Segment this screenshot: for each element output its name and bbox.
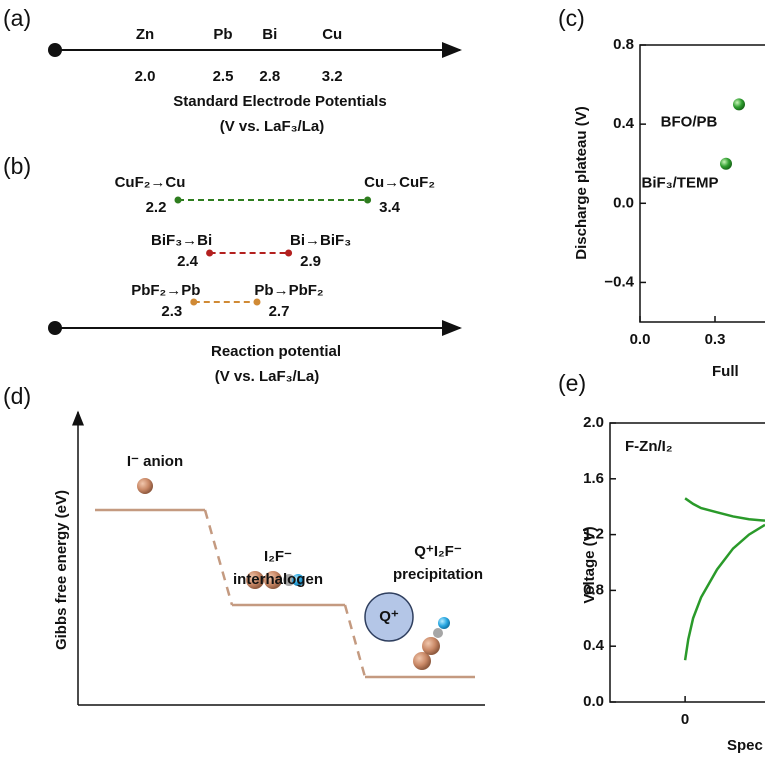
reaction-value: 2.2 [146,199,167,216]
y-tick-label: 2.0 [583,414,604,431]
state-label: precipitation [393,566,483,583]
reaction-dot [364,196,372,204]
curve [684,497,765,522]
reaction-value: 2.7 [269,303,290,320]
annotation: F-Zn/I₂ [625,438,672,455]
point-label: BiF₃/TEMP [642,175,719,192]
element-label: Zn [136,26,154,43]
element-label: Pb [213,26,232,43]
panel-label: (e) [558,370,586,396]
axis-origin [48,43,62,57]
y-tick-label: 1.2 [583,526,604,543]
reaction-value: 3.4 [379,199,401,216]
state-label: I₂F⁻ [264,548,292,565]
potential-label: 2.5 [213,68,234,85]
state-label: Q⁺I₂F⁻ [414,543,462,560]
reaction-dot [206,249,214,257]
axis-title: Spec [727,737,763,754]
reaction-value: 2.3 [161,303,182,320]
axis-unit: (V vs. LaF₃/La) [215,368,319,385]
y-tick-label: 0.8 [583,581,604,598]
axis-origin [48,321,62,335]
potential-label: 3.2 [322,68,343,85]
potential-label: 2.8 [259,68,280,85]
element-label: Bi [262,26,277,43]
reaction-label: BiF₃→Bi [151,232,212,249]
y-tick-label: 0.4 [583,637,605,654]
point-label: BFO/PB [661,113,718,130]
potential-label: 2.0 [135,68,156,85]
reaction-value: 2.9 [300,253,321,270]
y-tick-label: 0.4 [613,115,635,132]
reaction-dot [190,298,198,306]
energy-levels [95,508,475,679]
panel-label: (a) [3,5,31,31]
reaction-label: Bi→BiF₃ [290,232,351,249]
reaction-dot [285,249,293,257]
axis-frame [609,422,765,703]
molecules [137,478,450,670]
reaction-dot [253,298,261,306]
state-label: I⁻ anion [127,453,183,470]
reaction-label: PbF₂→Pb [131,282,200,299]
state-label: interhalogen [233,571,323,588]
y-tick-label: 1.6 [583,470,604,487]
axis-title: Gibbs free energy (eV) [53,490,70,650]
reaction-dot [174,196,182,204]
data-point [733,98,745,111]
axis-title: Full [712,363,739,380]
curve [683,523,765,661]
x-tick-label: 0.3 [705,331,726,348]
axis-title: Voltage (V) [581,526,598,603]
x-tick-label: 0.0 [630,331,651,348]
data-point [720,157,732,170]
axis-frame [639,44,765,323]
element-label: Cu [322,26,342,43]
panel-label: (b) [3,153,31,179]
axis-unit: (V vs. LaF₃/La) [220,118,324,135]
reaction-value: 2.4 [177,253,199,270]
panel-label: (d) [3,383,31,409]
axis-title: Discharge plateau (V) [573,106,590,259]
x-tick-label: 0 [681,711,689,728]
y-tick-label: 0.0 [613,194,634,211]
reaction-label: CuF₂→Cu [115,174,186,191]
cation-label: Q⁺ [379,608,399,625]
y-tick-label: −0.4 [604,273,634,290]
axis-title: Standard Electrode Potentials [173,93,386,110]
reaction-label: Pb→PbF₂ [254,282,323,299]
panel-label: (c) [558,5,585,31]
axis-title: Reaction potential [211,343,341,360]
y-tick-label: 0.0 [583,693,604,710]
y-tick-label: 0.8 [613,36,634,53]
reaction-label: Cu→CuF₂ [364,174,435,191]
